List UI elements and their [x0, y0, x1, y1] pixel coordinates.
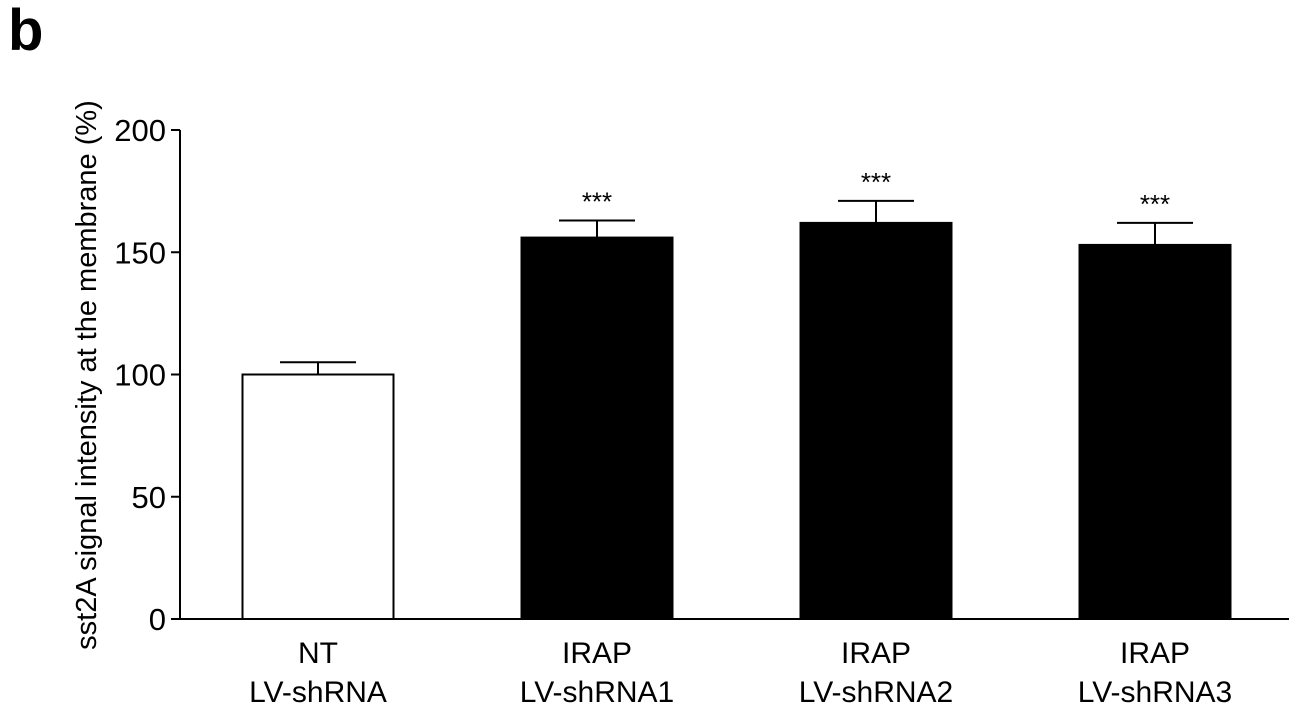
panel-label: b	[8, 0, 44, 63]
y-tick-label-0: 0	[149, 602, 166, 637]
y-tick-label-50: 50	[132, 480, 166, 515]
bars: *** *** ***	[241, 167, 1232, 621]
category-label-4-line-1: IRAP	[1120, 637, 1190, 670]
bar-4	[1078, 243, 1232, 620]
y-tick-label-150: 150	[114, 235, 166, 270]
y-axis-label-group: sst2A signal intensity at the membrane (…	[71, 100, 103, 650]
category-label-1-line-1: NT	[298, 637, 338, 670]
y-tick-label-200: 200	[114, 113, 166, 148]
significance-label-2: ***	[582, 186, 612, 216]
bar-2	[520, 236, 674, 621]
axes: 0 50 100 150 200	[114, 113, 1289, 637]
bar-1	[241, 373, 395, 620]
y-axis-label: sst2A signal intensity at the membrane (…	[71, 100, 103, 650]
significance-label-3: ***	[861, 167, 891, 197]
category-label-4-line-2: LV-shRNA3	[1078, 676, 1233, 709]
category-label-3-line-2: LV-shRNA2	[799, 676, 954, 709]
bar-3	[799, 221, 953, 620]
category-label-3-line-1: IRAP	[841, 637, 911, 670]
category-label-2-line-1: IRAP	[562, 637, 632, 670]
y-tick-label-100: 100	[114, 358, 166, 393]
category-label-1-line-2: LV-shRNA	[249, 676, 387, 709]
category-label-2-line-2: LV-shRNA1	[520, 676, 675, 709]
significance-label-4: ***	[1140, 189, 1170, 219]
category-labels: NT LV-shRNA IRAP LV-shRNA1 IRAP LV-shRNA2 IRAP…	[249, 637, 1232, 709]
